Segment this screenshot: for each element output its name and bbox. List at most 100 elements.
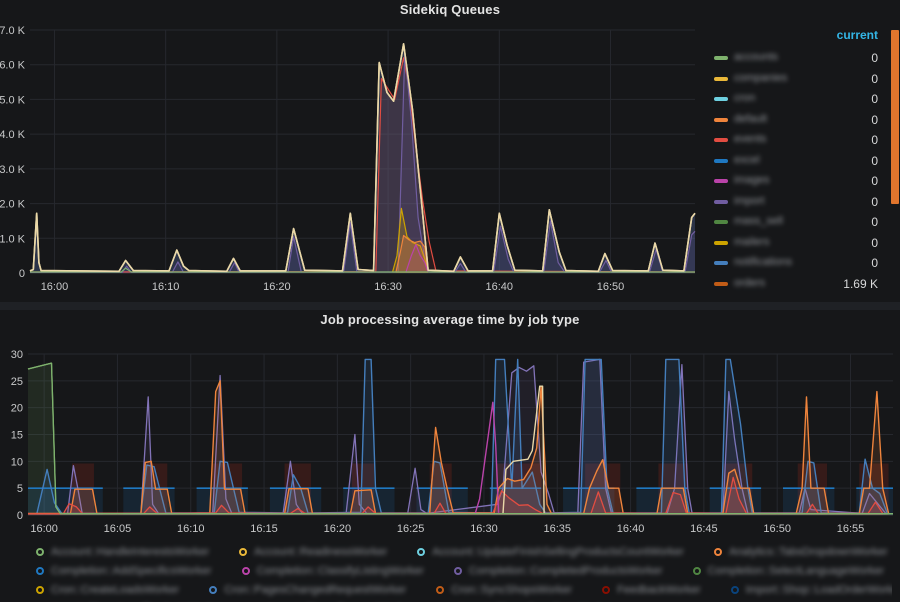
legend-item-cron-createloadsworker[interactable]: Cron::CreateLoadsWorker: [36, 584, 179, 596]
sidekiq-queues-chart[interactable]: 0 1.0 K 2.0 K 3.0 K 4.0 K 5.0 K 6.0 K 7.0 K 16:0…: [0, 0, 900, 302]
series-color-swatch: [714, 158, 728, 163]
legend-item-current-value: 0: [871, 256, 878, 270]
top-legend: current accounts 0 companies 0 cron 0 default 0…: [700, 24, 900, 302]
series-color-dot: [730, 586, 739, 594]
legend-item-completion-addspecificsworker[interactable]: Completion::AddSpecificsWorker: [36, 565, 212, 577]
svg-text:16:55: 16:55: [837, 523, 865, 535]
legend-item-label: Completion::AddSpecificsWorker: [51, 565, 212, 577]
legend-item-label: excel: [734, 153, 760, 166]
legend-item-label: default: [734, 112, 768, 125]
legend-item-mailers[interactable]: mailers 0: [700, 233, 892, 253]
svg-text:20: 20: [11, 403, 23, 415]
legend-item-events[interactable]: events 0: [700, 130, 892, 150]
series-color-dot: [713, 548, 722, 556]
legend-item-current-value: 0: [871, 235, 878, 250]
series-color-dot: [453, 567, 462, 575]
svg-text:0: 0: [19, 268, 25, 280]
legend-item-completion-completedproductsworker[interactable]: Completion::CompletedProductsWorker: [453, 565, 663, 577]
panel-job-processing: Job processing average time by job type …: [0, 310, 900, 602]
svg-text:1.0 K: 1.0 K: [0, 233, 26, 245]
legend-item-label: notifications: [734, 256, 793, 268]
svg-text:7.0 K: 7.0 K: [0, 25, 26, 37]
legend-item-label: mass_sell: [734, 215, 783, 227]
legend-item-label: Account::HandleInterestsWorker: [51, 546, 210, 558]
legend-item-label: Account::ReadinessWorker: [254, 546, 388, 558]
legend-item-default[interactable]: default 0: [700, 110, 892, 130]
series-color-dot: [602, 586, 611, 594]
svg-text:16:50: 16:50: [597, 281, 625, 293]
legend-item-current-value: 0: [871, 71, 878, 86]
job-processing-chart[interactable]: 0 5 10 15 20 25 30 16:00 16:05 16:10 16:15 16:20 16:…: [0, 310, 900, 542]
svg-text:16:00: 16:00: [30, 523, 58, 535]
legend-item-current-value: 0: [871, 174, 878, 188]
panel-title-sidekiq[interactable]: Sidekiq Queues: [399, 2, 501, 17]
legend-item-label: accounts: [734, 51, 779, 63]
legend-item-account-handleinterestsworker[interactable]: Account::HandleInterestsWorker: [36, 546, 209, 558]
panel-divider: [0, 302, 900, 310]
legend-item-account-readinessworker[interactable]: Account::ReadinessWorker: [239, 546, 387, 558]
series-color-swatch: [714, 179, 728, 183]
legend-item-images[interactable]: images 0: [700, 171, 892, 191]
legend-item-label: events: [734, 133, 767, 145]
legend-item-analytics-tabsdropdownworker[interactable]: Analytics::TabsDropdownWorker: [713, 546, 888, 558]
legend-item-label: orders: [734, 276, 766, 289]
legend-item-current-value: 0: [871, 215, 878, 229]
legend-item-label: Completion::ClassifyListingWorker: [256, 565, 424, 577]
legend-item-import[interactable]: import 0: [700, 192, 892, 212]
legend-item-notifications[interactable]: notifications 0: [700, 253, 892, 273]
legend-item-label: Cron::CreateLoadsWorker: [51, 584, 180, 596]
legend-item-mass_sell[interactable]: mass_sell 0: [700, 212, 892, 232]
series-color-dot: [36, 548, 44, 556]
legend-item-label: Cron::SyncShopsWorker: [451, 584, 573, 596]
legend-item-label: Import::Shop::LoadOrderWorker: [745, 584, 892, 596]
series-color-dot: [417, 548, 426, 556]
series-color-swatch: [714, 76, 728, 81]
svg-text:6.0 K: 6.0 K: [0, 60, 26, 72]
series-color-swatch: [714, 261, 728, 265]
svg-text:16:50: 16:50: [763, 523, 791, 535]
svg-text:16:45: 16:45: [690, 523, 718, 535]
legend-item-current-value: 0: [871, 92, 878, 106]
legend-item-completion-classifylistingworker[interactable]: Completion::ClassifyListingWorker: [241, 565, 424, 577]
panel-title-job-processing[interactable]: Job processing average time by job type: [320, 312, 580, 327]
legend-item-label: Completion::SelectLanguageWorker: [707, 565, 885, 577]
svg-text:16:30: 16:30: [374, 281, 402, 293]
series-color-swatch: [714, 138, 728, 142]
series-color-swatch: [714, 117, 728, 122]
legend-item-feedbackworker[interactable]: FeedbackWorker: [602, 584, 701, 596]
svg-text:30: 30: [11, 349, 23, 361]
svg-text:0: 0: [17, 510, 23, 522]
legend-item-label: cron: [734, 92, 756, 104]
legend-scrollbar[interactable]: [891, 30, 899, 204]
svg-text:16:20: 16:20: [324, 523, 352, 535]
legend-current-header[interactable]: current: [836, 28, 878, 42]
legend-item-current-value: 0: [871, 194, 878, 209]
legend-item-import-shop-loadorderworker[interactable]: Import::Shop::LoadOrderWorker: [730, 584, 892, 596]
legend-item-completion-selectlanguageworker[interactable]: Completion::SelectLanguageWorker: [692, 565, 885, 577]
series-color-swatch: [714, 281, 728, 286]
legend-item-current-value: 1.69 K: [843, 276, 878, 291]
legend-item-label: Account::UpdateFinishSellingProductsCoun…: [432, 546, 684, 558]
series-color-dot: [209, 586, 218, 594]
legend-item-cron[interactable]: cron 0: [700, 89, 892, 109]
legend-item-label: Completion::CompletedProductsWorker: [468, 565, 663, 577]
legend-item-cron-pageschangedrequestworker[interactable]: Cron::PagesChangedRequestWorker: [209, 584, 406, 596]
legend-item-companies[interactable]: companies 0: [700, 69, 892, 89]
legend-item-label: mailers: [734, 235, 770, 248]
series-color-dot: [36, 567, 44, 575]
svg-text:16:40: 16:40: [617, 523, 645, 535]
legend-item-excel[interactable]: excel 0: [700, 151, 892, 171]
bottom-legend: Account::HandleInterestsWorker Account::R…: [36, 543, 892, 602]
svg-text:25: 25: [11, 376, 23, 388]
legend-item-current-value: 0: [871, 153, 878, 168]
series-color-dot: [239, 548, 248, 556]
legend-item-orders[interactable]: orders 1.69 K: [700, 274, 892, 294]
svg-text:2.0 K: 2.0 K: [0, 199, 26, 211]
legend-item-accounts[interactable]: accounts 0: [700, 48, 892, 68]
svg-text:16:10: 16:10: [177, 523, 205, 535]
legend-item-account-updatefinishsellingproductscountworker[interactable]: Account::UpdateFinishSellingProductsCoun…: [417, 546, 684, 558]
svg-text:5: 5: [17, 483, 23, 495]
legend-item-cron-syncshopsworker[interactable]: Cron::SyncShopsWorker: [436, 584, 572, 596]
series-color-swatch: [714, 240, 728, 245]
